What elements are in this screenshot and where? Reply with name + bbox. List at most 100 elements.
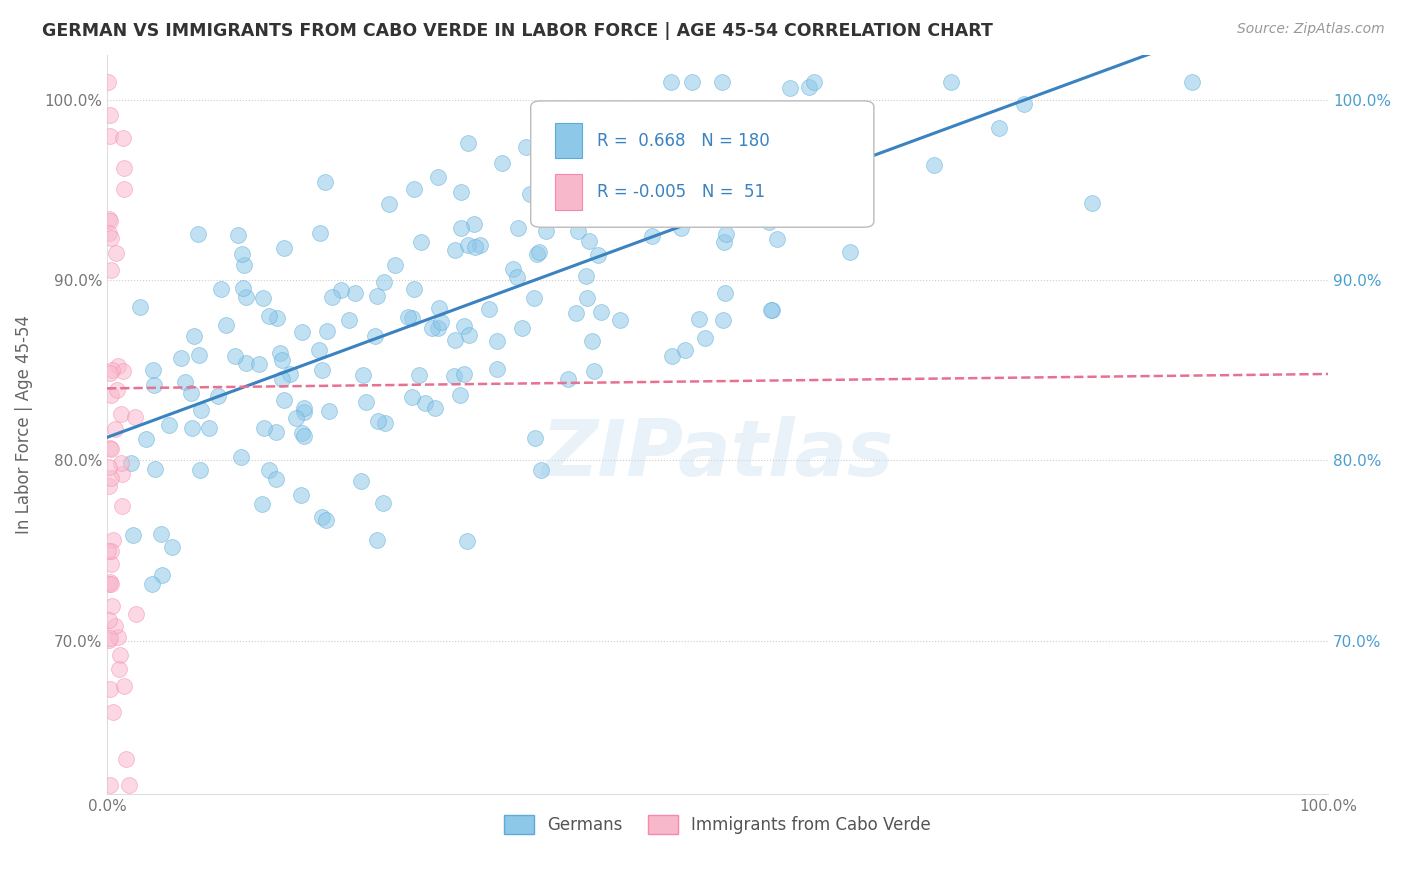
Point (659, 75, 682, 89)
Point (110, 407, 132, 421)
Point (111, 467, 134, 481)
Point (315, 325, 337, 339)
Legend: Germans, Immigrants from Cabo Verde: Germans, Immigrants from Cabo Verde (498, 808, 938, 841)
Point (101, 599, 124, 614)
Point (100, 442, 122, 456)
Point (100, 231, 122, 245)
Point (97, 613, 120, 627)
Point (169, 351, 191, 365)
Point (444, 333, 467, 347)
Point (457, 136, 479, 150)
Point (198, 420, 221, 434)
Point (98, 108, 121, 122)
Point (582, 364, 605, 378)
Point (252, 497, 274, 511)
Point (457, 327, 479, 342)
Point (688, 312, 710, 326)
Point (510, 320, 533, 334)
Point (104, 422, 127, 436)
Point (402, 182, 425, 196)
Point (534, 224, 557, 238)
Point (115, 752, 138, 766)
Point (291, 325, 314, 339)
Point (506, 270, 529, 285)
Point (714, 285, 737, 300)
Point (273, 392, 295, 407)
Point (519, 186, 541, 201)
Point (427, 301, 450, 315)
Point (609, 313, 631, 327)
Point (284, 410, 307, 425)
Point (396, 310, 419, 324)
Point (430, 315, 453, 329)
Point (98, 574, 121, 589)
Point (122, 528, 145, 542)
Point (180, 385, 202, 400)
Point (269, 346, 291, 360)
Point (378, 197, 401, 211)
Point (233, 258, 256, 272)
Point (714, 227, 737, 242)
Point (367, 414, 389, 428)
Point (747, 128, 769, 142)
Point (124, 410, 146, 425)
Point (125, 607, 148, 621)
Point (112, 181, 135, 195)
Point (101, 533, 124, 547)
Point (356, 395, 378, 409)
Point (292, 429, 315, 443)
Text: Source: ZipAtlas.com: Source: ZipAtlas.com (1237, 22, 1385, 37)
Point (427, 169, 450, 184)
Point (187, 348, 209, 362)
Point (141, 577, 163, 591)
Text: ZIPatlas: ZIPatlas (541, 416, 894, 492)
Point (463, 217, 485, 231)
Point (98, 778, 121, 792)
Point (564, 305, 586, 319)
Point (112, 679, 135, 693)
Point (425, 401, 447, 415)
Point (468, 238, 491, 252)
Point (100, 543, 122, 558)
Point (404, 282, 426, 296)
Point (183, 328, 205, 343)
Point (799, 80, 821, 95)
Point (523, 292, 546, 306)
Point (98, 479, 121, 493)
Point (384, 258, 406, 272)
Point (588, 248, 610, 262)
Point (318, 403, 340, 417)
Point (104, 619, 127, 633)
Point (748, 142, 770, 156)
Point (453, 368, 475, 382)
Point (98, 213, 121, 227)
Point (374, 416, 396, 430)
Point (278, 368, 301, 382)
Point (530, 463, 553, 477)
Bar (555, 123, 582, 159)
Point (616, 209, 638, 223)
Point (557, 371, 579, 385)
Point (366, 533, 388, 548)
Point (118, 778, 141, 792)
Point (292, 405, 315, 419)
Point (231, 450, 253, 465)
Point (669, 221, 692, 235)
Point (673, 343, 696, 358)
Point (502, 261, 524, 276)
Point (491, 156, 513, 170)
Point (110, 456, 132, 470)
Point (271, 352, 294, 367)
Point (1081, 196, 1104, 211)
Point (291, 426, 314, 441)
Point (264, 472, 287, 486)
Point (231, 246, 253, 260)
Point (527, 244, 550, 259)
Point (270, 372, 292, 386)
Point (631, 120, 654, 135)
Point (120, 456, 142, 470)
Point (364, 329, 387, 343)
Point (273, 241, 295, 255)
Point (683, 132, 706, 146)
Point (415, 396, 437, 410)
